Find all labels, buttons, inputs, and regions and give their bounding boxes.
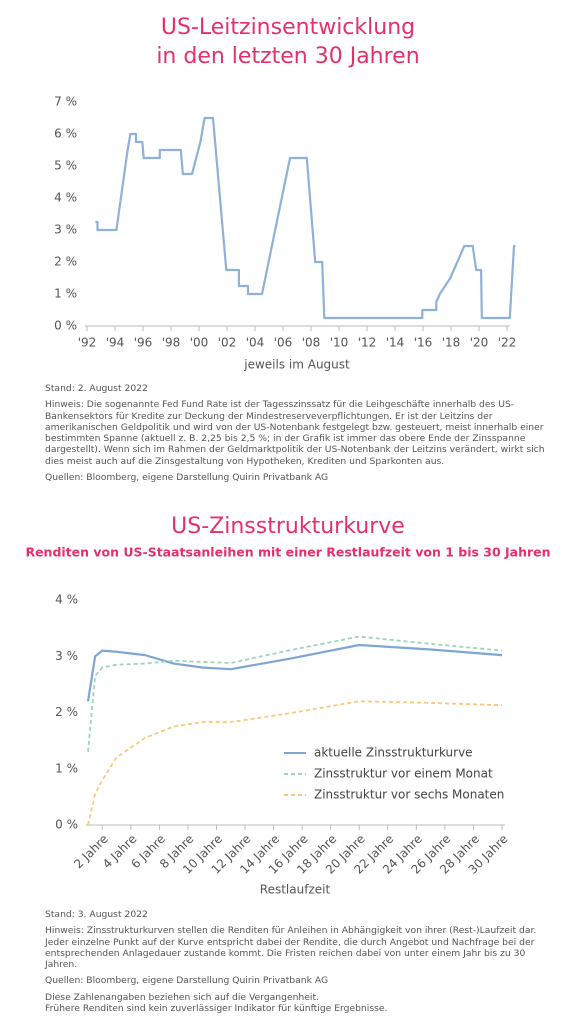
y-tick-label: 1 %: [54, 287, 77, 301]
notes: Stand: 2. August 2022 Hinweis: Die sogena…: [45, 383, 545, 488]
note: Frühere Renditen sind kein zuverlässiger…: [45, 1003, 388, 1015]
y-tick-label: 3 %: [54, 223, 77, 237]
note: Hinweis: Zinsstrukturkurven stellen die …: [45, 925, 537, 971]
y-tick-label: 0 %: [54, 319, 77, 333]
x-tick-label: '12: [358, 336, 377, 350]
y-tick-label: 2 %: [54, 255, 77, 269]
chart: US-Leitzinsentwicklung in den letzten 30 …: [54, 15, 517, 372]
legend-label: Zinsstruktur vor sechs Monaten: [314, 788, 504, 802]
chart-title: US-Leitzinsentwicklung: [161, 15, 415, 40]
x-tick-label: '22: [498, 336, 517, 350]
data-line: [86, 643, 503, 702]
x-tick-label: '10: [330, 336, 349, 350]
data-line: [87, 700, 503, 826]
data-line: [87, 635, 503, 752]
x-tick-label: '04: [246, 336, 265, 350]
chart-subtitle: Renditen von US-Staatsanleihen mit einer…: [25, 545, 550, 560]
legend-box: [274, 737, 502, 813]
y-tick-label: 4 %: [54, 191, 77, 205]
x-tick-label: '94: [106, 336, 125, 350]
data-line: [95, 116, 516, 320]
x-tick-label: '02: [218, 336, 237, 350]
notes: Stand: 3. August 2022 Hinweis: Zinsstrukt…: [45, 909, 545, 1014]
x-axis-label: jeweils im August: [243, 358, 350, 372]
note: Hinweis: Die sogenannte Fed Fund Rate is…: [45, 399, 545, 467]
y-tick-label: 7 %: [54, 95, 77, 109]
x-tick-label: '14: [386, 336, 405, 350]
chart: US-Zinsstrukturkurve Renditen von US-Staa…: [25, 514, 550, 897]
x-tick-label: '96: [134, 336, 153, 350]
note: Quellen: Bloomberg, eigene Darstellung Q…: [45, 472, 329, 484]
x-tick-label: '16: [414, 336, 433, 350]
chart-title: US-Zinsstrukturkurve: [171, 514, 405, 539]
note: Quellen: Bloomberg, eigene Darstellung Q…: [45, 975, 329, 987]
y-tick-label: 6 %: [54, 127, 77, 141]
note: Stand: 3. August 2022: [45, 909, 148, 920]
legend-label: aktuelle Zinsstrukturkurve: [314, 746, 473, 760]
y-tick-label: 5 %: [54, 159, 77, 173]
note: Stand: 2. August 2022: [45, 383, 148, 394]
x-tick-label: '98: [162, 336, 181, 350]
x-tick-label: '06: [274, 336, 293, 350]
y-tick-label: 4 %: [55, 593, 78, 607]
x-tick-label: '08: [302, 336, 321, 350]
x-tick-label: '92: [78, 336, 97, 350]
y-tick-label: 0 %: [55, 818, 78, 832]
y-tick-label: 1 %: [55, 761, 78, 775]
x-tick-label: '20: [470, 336, 489, 350]
y-tick-label: 2 %: [55, 705, 78, 719]
note: Diese Zahlenangaben beziehen sich auf di…: [45, 991, 319, 1003]
legend-label: Zinsstruktur vor einem Monat: [314, 767, 493, 781]
x-tick-label: '18: [442, 336, 461, 350]
x-axis-label: Restlaufzeit: [260, 883, 331, 897]
chart-title: in den letzten 30 Jahren: [156, 44, 419, 69]
y-tick-label: 3 %: [55, 649, 78, 663]
x-tick-label: '00: [190, 336, 209, 350]
